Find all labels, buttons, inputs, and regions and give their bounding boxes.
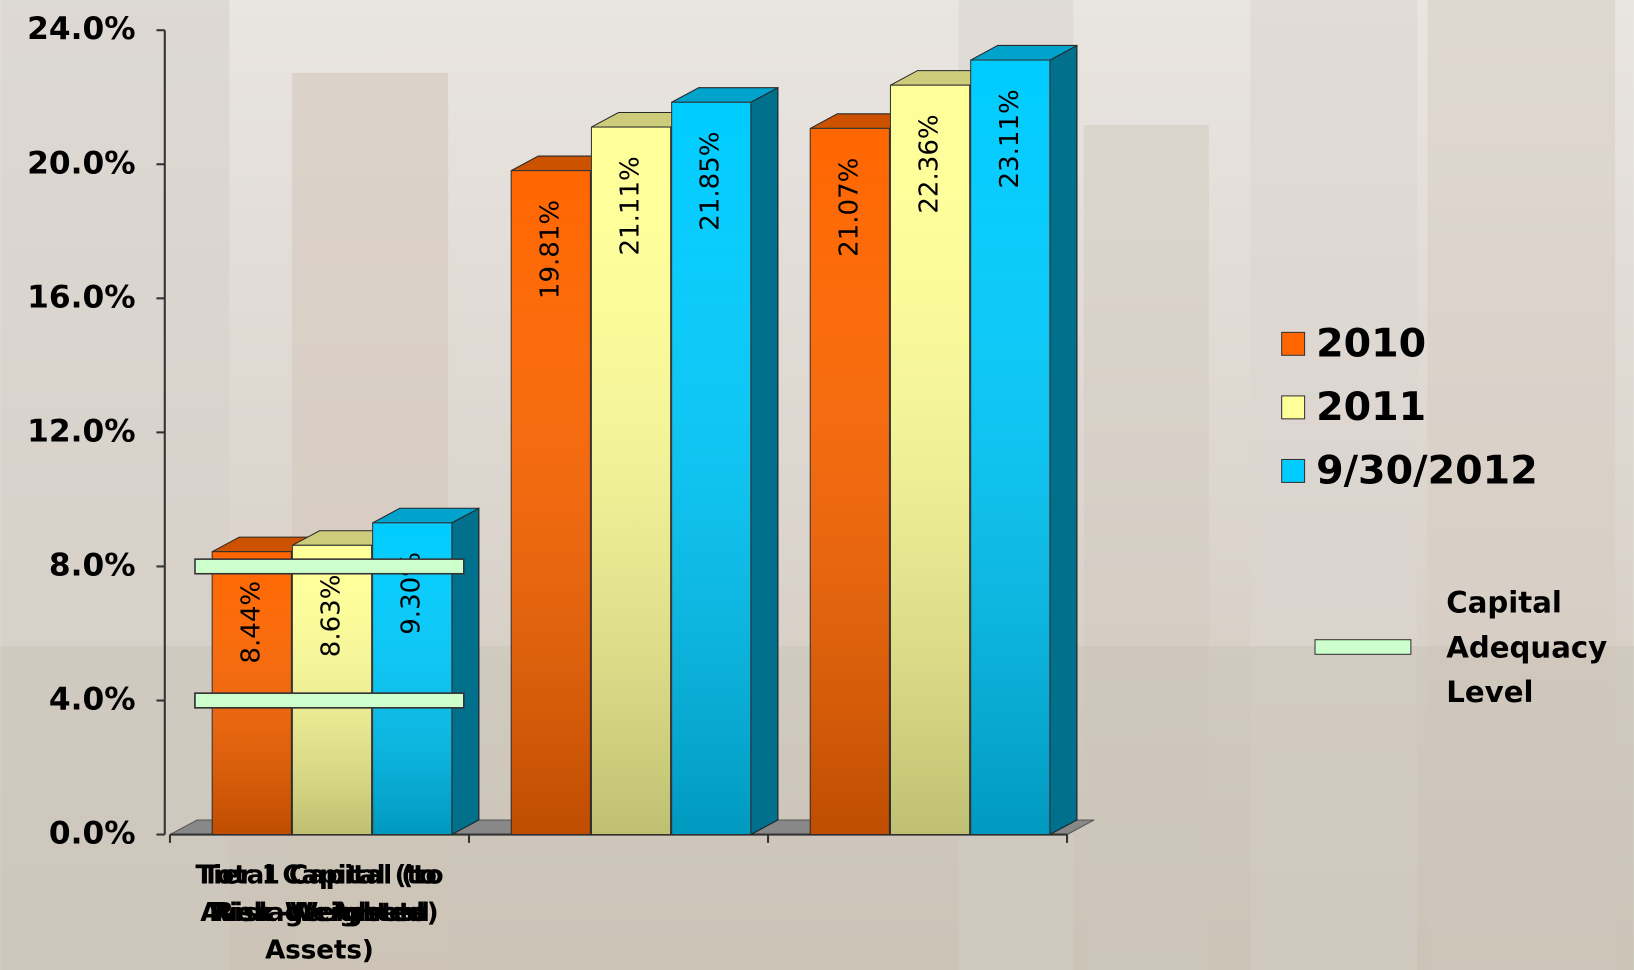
- bar-side: [1049, 44, 1078, 836]
- bar-shade: [591, 127, 671, 835]
- legend-swatch: [1281, 395, 1306, 420]
- y-tick-label: 16.0%: [27, 279, 135, 315]
- bar-shade: [292, 545, 372, 835]
- bar-shade: [671, 102, 751, 835]
- bar-3d: 23.11%: [970, 44, 1078, 836]
- bar-3d: 22.36%: [889, 69, 998, 836]
- y-tick-label: 12.0%: [27, 413, 135, 449]
- x-tick-label-box: Tier 1 Capital (to Risk -Weighted Assets…: [195, 859, 444, 965]
- bar-shade: [372, 522, 452, 835]
- legend-label: Capital Adequacy Level: [1446, 585, 1608, 710]
- value-label: 21.85%: [696, 131, 726, 230]
- legend-label-box: Capital Adequacy Level: [1446, 585, 1608, 710]
- value-label: 21.07%: [834, 158, 864, 257]
- x-tick-label: Tier 1 Capital (to Average Assets): [195, 859, 444, 928]
- legend-swatch: [1314, 639, 1412, 655]
- value-label: 8.63%: [317, 575, 347, 658]
- x-tick-label-box: Total Capital (to Risk Weighted Assets): [202, 859, 437, 965]
- bar-shade: [511, 170, 591, 835]
- legend-label: 2011: [1316, 384, 1426, 430]
- bar-side: [451, 507, 480, 836]
- bar-shade: [970, 60, 1050, 835]
- y-tick-label: 20.0%: [27, 145, 135, 181]
- value-label: 21.11%: [616, 156, 646, 255]
- legend-label: 9/30/2012: [1316, 448, 1538, 494]
- adequacy-level: [194, 692, 465, 709]
- bar-3d: 21.85%: [671, 86, 779, 836]
- value-label: 22.36%: [915, 114, 945, 213]
- y-tick-label: 0.0%: [49, 816, 136, 852]
- y-tick-label: 4.0%: [49, 681, 136, 717]
- legend-label: 2010: [1316, 320, 1426, 366]
- y-tick-label: 8.0%: [49, 547, 136, 583]
- bar-side: [750, 86, 779, 836]
- bar-shade: [890, 85, 970, 835]
- x-tick-label: Total Capital (to Risk Weighted Assets): [202, 859, 437, 965]
- plot-area: 0.0% 4.0% 8.0% 12.0% 16.0% 20.0% 24.0% 8.44% 8.6…: [27, 11, 1608, 965]
- legend-swatch: [1281, 458, 1306, 483]
- adequacy-level: [194, 558, 465, 575]
- value-label: 23.11%: [995, 89, 1025, 188]
- y-tick-label: 24.0%: [27, 11, 135, 47]
- bar-shade: [810, 128, 890, 835]
- value-label: 8.44%: [236, 581, 266, 664]
- x-tick-label-box: Tier 1 Capital (to Average Assets): [195, 859, 444, 928]
- value-label: 19.81%: [535, 200, 565, 299]
- bar-3d: 19.81%: [510, 155, 618, 836]
- x-tick-label: Tier 1 Capital (to Risk -Weighted Assets…: [195, 859, 444, 965]
- legend-swatch: [1281, 331, 1306, 356]
- bar-3d: 9.30%: [372, 507, 480, 836]
